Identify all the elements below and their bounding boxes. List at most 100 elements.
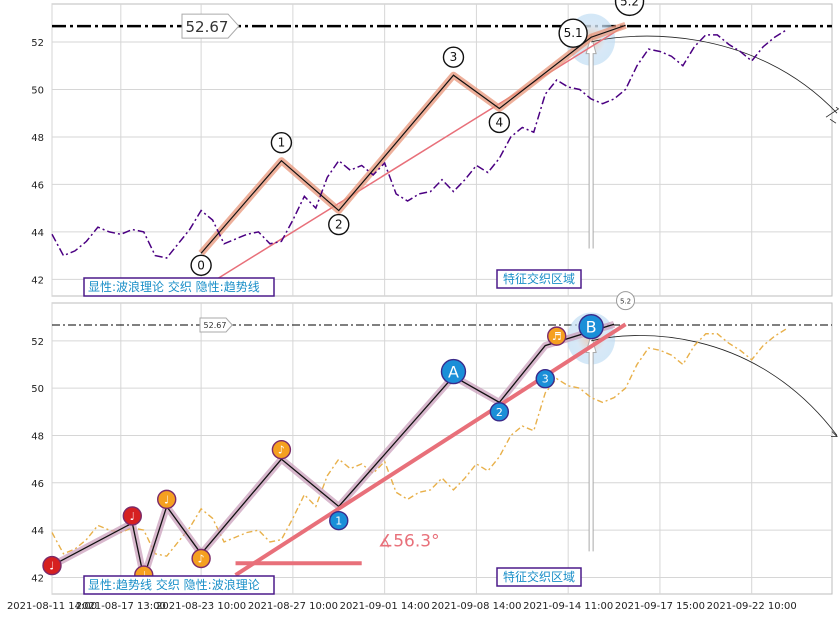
marker-circle: [578, 313, 604, 340]
marker-circle: [271, 439, 292, 460]
plot-frame: [51, 3, 833, 297]
panel-bottom: 42444648505252.67∡56.3°5.2♩♩♩♩♪♪1A23♬B显性…: [31, 291, 838, 595]
marker-circle: [191, 548, 211, 569]
marker-red: ♩: [122, 506, 142, 526]
wave-point-circle: [328, 213, 350, 236]
marker-blue: B: [578, 313, 604, 340]
marker-label: 3: [542, 373, 549, 386]
marker-label: ♩: [164, 493, 169, 506]
plot-frame: [51, 302, 833, 595]
panel-top: 42 44 46 48 50 52 52.67 0 1 2 3 4 5.1 5.2 显性:波浪理论 交织 隐…: [31, 0, 839, 297]
marker-label: ♪: [198, 553, 205, 566]
marker-blue: 2: [489, 402, 510, 422]
x-tick-label: 2021-09-17 15:00: [615, 601, 705, 612]
y-tick-label: 46: [31, 479, 44, 490]
wave-point-label: 0: [197, 258, 205, 272]
method-label: 显性:趋势线 交织 隐性:波浪理论: [88, 577, 260, 592]
trend-line: [234, 322, 627, 577]
marker-red: ♩: [42, 555, 62, 576]
marker-circle: [42, 555, 62, 576]
wave-point-4: 4: [488, 111, 511, 134]
wave-point-3: 3: [442, 46, 465, 68]
wave-point-circle: [558, 18, 588, 48]
wave-point-label: 5.2: [620, 0, 639, 8]
wave-line: [200, 24, 626, 254]
marker-label: 2: [496, 406, 503, 419]
marker-label: A: [448, 363, 459, 382]
wave-point-label: 3: [450, 50, 458, 64]
method-label-box: [83, 277, 275, 297]
marker-orange: ♪: [191, 548, 211, 569]
marker-circle: [440, 358, 467, 385]
wave-point-label: 2: [335, 218, 343, 232]
y-tick-label: 50: [31, 85, 44, 96]
projection-point-label: 5.2: [620, 298, 631, 306]
wave-point-label: 1: [278, 136, 286, 150]
x-tick-label: 2021-08-23 10:00: [156, 601, 246, 612]
wave-point-circle: [190, 254, 212, 276]
y-tick-label: 52: [31, 38, 44, 49]
marker-orange: ♩: [157, 489, 177, 510]
zone-label: 特征交织区域: [503, 271, 575, 286]
wave-point-circle: [270, 131, 293, 154]
marker-blue: 3: [535, 369, 555, 389]
reference-label-box: [199, 317, 233, 333]
zone-label-box: [496, 269, 582, 289]
reference-label: 52.67: [204, 321, 227, 330]
x-tick-label: 2021-09-14 11:00: [523, 601, 613, 612]
wave-point-5-1: 5.1: [558, 18, 588, 48]
y-tick-label: 46: [31, 180, 44, 191]
projection-curve: [591, 35, 838, 114]
projection-end-mark: [831, 431, 838, 437]
method-label: 显性:波浪理论 交织 隐性:趋势线: [88, 279, 260, 294]
marker-circle: [122, 506, 142, 526]
wave-point-2: 2: [328, 213, 350, 236]
marker-label: ♩: [49, 560, 54, 573]
marker-label: 1: [335, 515, 342, 528]
wave-point-1: 1: [270, 131, 293, 154]
wave-point-circle: [488, 111, 511, 134]
x-tick-label: 2021-09-01 14:00: [340, 601, 430, 612]
marker-label: ♬: [552, 330, 562, 343]
zone-label-box: [496, 567, 582, 587]
y-tick-label: 52: [31, 337, 44, 348]
wave-point-label: 5.1: [564, 26, 583, 40]
marker-circle: [329, 510, 349, 531]
reference-label-box: [181, 13, 240, 39]
marker-label: B: [586, 318, 597, 337]
zone-label: 特征交织区域: [503, 569, 575, 584]
wave-point-label: 4: [496, 115, 504, 129]
marker-orange: ♬: [547, 326, 567, 346]
x-tick-label: 2021-08-17 13:00: [76, 601, 166, 612]
marker-label: ♪: [278, 444, 285, 457]
projection-end-mark: [825, 106, 839, 124]
y-tick-label: 48: [31, 431, 44, 442]
method-label-box: [83, 575, 275, 595]
x-tick-label: 2021-09-22 10:00: [707, 601, 797, 612]
marker-blue: A: [440, 358, 467, 385]
angle-label: ∡56.3°: [378, 532, 440, 552]
projection-point-circle: [616, 291, 636, 311]
x-tick-label: 2021-09-08 14:00: [431, 601, 521, 612]
marker-circle: [535, 369, 555, 389]
marker-orange: ♪: [271, 439, 292, 460]
marker-blue: 1: [329, 510, 349, 531]
reference-label: 52.67: [186, 18, 229, 36]
x-tick-label: 2021-08-27 10:00: [248, 601, 338, 612]
y-tick-label: 44: [31, 526, 44, 537]
wave-point-circle: [614, 0, 645, 17]
price-line: [51, 328, 787, 557]
y-tick-label: 50: [31, 384, 44, 395]
wave-point-circle: [442, 46, 465, 68]
y-tick-label: 42: [31, 275, 44, 286]
wave-point-0: 0: [190, 254, 212, 276]
y-tick-label: 42: [31, 573, 44, 584]
marker-circle: [547, 326, 567, 346]
wave-point-5-2: 5.2: [614, 0, 645, 17]
y-tick-label: 48: [31, 133, 44, 144]
marker-label: ♩: [130, 510, 135, 523]
y-tick-label: 44: [31, 228, 44, 239]
marker-circle: [489, 402, 510, 422]
